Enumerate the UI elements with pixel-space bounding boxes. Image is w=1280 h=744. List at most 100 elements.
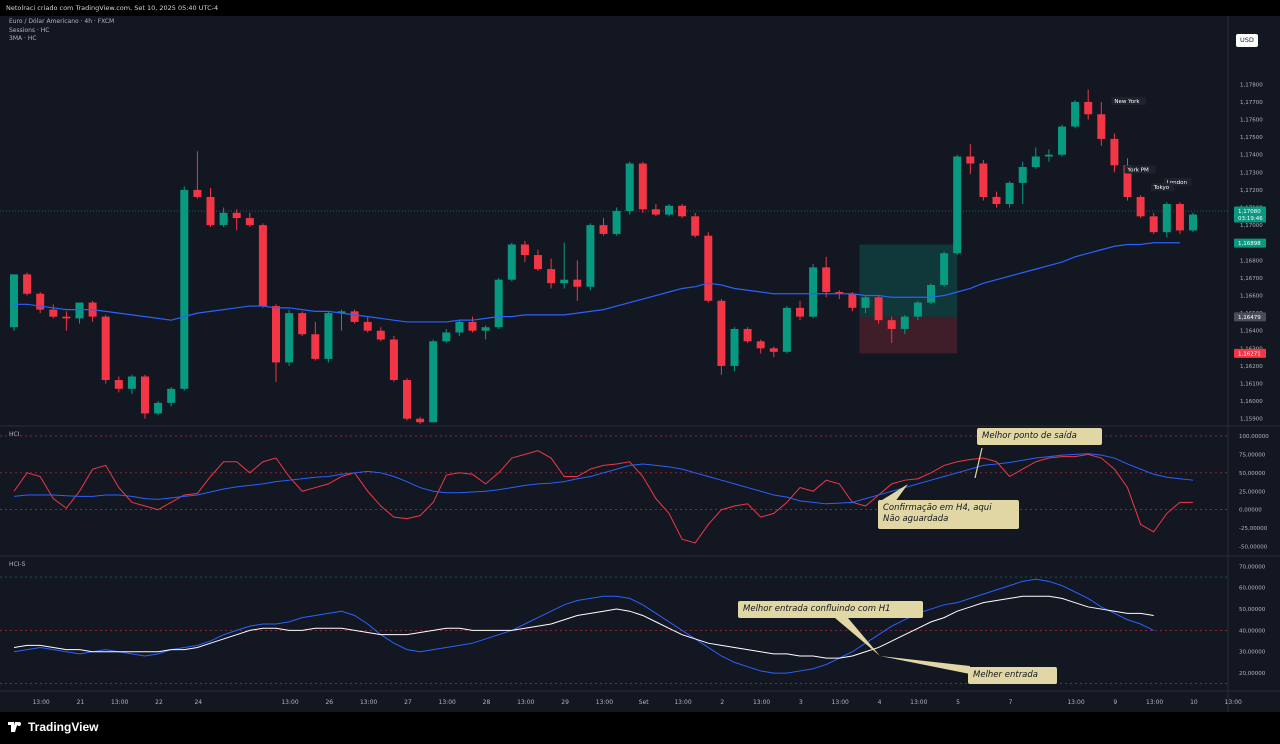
candle-body (127, 376, 136, 389)
candle (219, 207, 228, 227)
exit-pointer (974, 447, 983, 479)
candle (835, 290, 844, 300)
time-tick-label: 24 (194, 699, 202, 706)
candle (940, 251, 949, 287)
candle (1071, 100, 1080, 129)
candle-body (940, 253, 949, 285)
candle (245, 212, 254, 227)
price-label-text: 1,16898 (1238, 241, 1261, 247)
candle (638, 161, 647, 213)
price-tick-label: 1,16200 (1240, 364, 1263, 370)
candle-body (416, 418, 425, 423)
candle-body (285, 313, 294, 363)
candle (966, 144, 975, 175)
candle-body (442, 332, 451, 342)
candle-body (1018, 167, 1027, 183)
candle-body (730, 328, 739, 366)
candle-body (796, 307, 804, 317)
candle-body (337, 311, 346, 314)
session-label: New York (1111, 96, 1147, 105)
price-tick-label: 1,17500 (1240, 135, 1263, 141)
entry-h1-note: Melhor entrada confluindo com H1 (738, 601, 923, 618)
time-tick-label: 29 (561, 699, 569, 706)
candle-body (455, 321, 464, 333)
candle-body (1189, 214, 1197, 231)
entry-note: Melher entrada (968, 667, 1057, 684)
candle-body (141, 376, 149, 414)
currency-button[interactable]: USD (1236, 34, 1258, 47)
candle (1162, 202, 1171, 238)
candle-body (691, 216, 700, 236)
candle-body (1031, 156, 1040, 168)
ma-line (14, 242, 1180, 323)
confirm-note-text: Confirmação em H4, aqui (883, 503, 992, 513)
candle (455, 320, 464, 336)
price-label-box (1234, 348, 1266, 358)
hci-s-tick-label: 50,00000 (1239, 607, 1266, 613)
candle (206, 188, 215, 227)
candle (927, 283, 935, 305)
candle-body (324, 313, 333, 359)
tradingview-logo[interactable]: TradingView (8, 720, 98, 734)
candle (612, 207, 621, 236)
candle-body (232, 212, 241, 219)
candle (272, 304, 280, 382)
candle (1123, 158, 1132, 201)
candle-body (704, 235, 713, 301)
tradingview-logo-text: TradingView (28, 720, 99, 734)
candle-body (193, 189, 202, 197)
hci-s-tick-label: 30,00000 (1239, 650, 1266, 656)
hci-s-tick-label: 70,00000 (1239, 564, 1266, 570)
hci-tick-label: 100,00000 (1239, 434, 1269, 440)
hci-s-tick-label: 20,00000 (1239, 671, 1266, 677)
candle-body (481, 327, 490, 331)
time-tick-label: 10 (1190, 699, 1198, 706)
candle-body (1175, 204, 1184, 231)
price-tick-label: 1,17600 (1240, 118, 1263, 124)
time-tick-label: 13:00 (439, 699, 456, 706)
candle (127, 374, 136, 395)
candle-body (1071, 101, 1080, 127)
time-tick-label: 5 (956, 699, 960, 706)
candle (429, 339, 438, 423)
tradingview-logo-icon (8, 722, 21, 732)
hci-title: HCI (9, 431, 20, 438)
candle (586, 223, 595, 291)
annotations: Melhor ponto de saída Confirmação em H4, … (738, 428, 1102, 684)
candle-body (612, 211, 621, 234)
candle (180, 186, 189, 391)
entry-note-text: Melher entrada (973, 670, 1038, 680)
candle (809, 263, 818, 319)
candle (62, 311, 71, 331)
candle-body (520, 244, 529, 256)
candle (992, 191, 1001, 208)
candle (101, 314, 110, 384)
candle (560, 242, 569, 289)
candle (769, 346, 778, 358)
candle-body (638, 163, 647, 210)
candle-body (1149, 216, 1158, 233)
candle-body (167, 388, 176, 403)
hci-tick-label: -50,00000 (1239, 545, 1268, 551)
candle-body (350, 311, 359, 322)
hci-s-panel: HCI-S 20,00000 30,00000 40,00000 50,00000 60,… (0, 561, 1266, 685)
candle (167, 387, 176, 407)
candle (1189, 212, 1197, 233)
candle-body (10, 274, 18, 328)
price-tick-label: 1,16700 (1240, 276, 1263, 282)
candle (1149, 212, 1158, 234)
chart-area[interactable]: HCI -50,00000 -25,00000 0,00000 25,00000 50,0… (0, 16, 1280, 712)
price-label-countdown: 03:19:46 (1238, 216, 1263, 222)
candle-body (23, 274, 32, 294)
candle (874, 295, 883, 324)
candle-body (389, 339, 398, 380)
entry-pointer (880, 656, 970, 674)
candle (743, 327, 752, 344)
price-tick-label: 1,17400 (1240, 153, 1263, 159)
candle (1031, 147, 1040, 169)
candle-body (900, 316, 909, 329)
candle-body (154, 402, 163, 414)
chart-svg[interactable]: HCI -50,00000 -25,00000 0,00000 25,00000 50,0… (0, 16, 1280, 712)
candle-body (953, 156, 962, 254)
